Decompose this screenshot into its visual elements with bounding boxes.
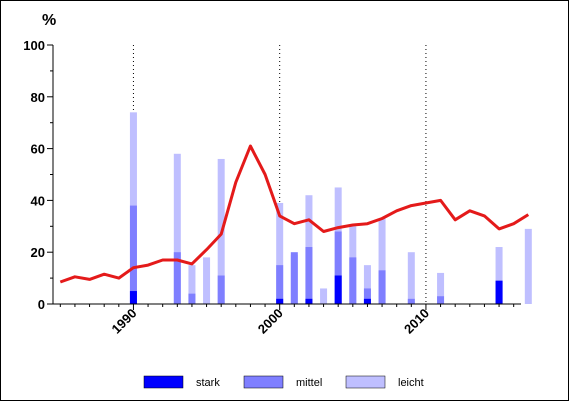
bar-mittel-2011 (437, 296, 445, 304)
x-tick-label-2010: 2010 (401, 306, 432, 337)
bar-leicht-2003 (320, 288, 328, 304)
bar-mittel-2005 (349, 257, 357, 304)
bar-stark-2000 (276, 298, 284, 304)
bar-mittel-2004 (334, 231, 342, 304)
y-tick-label-40: 40 (31, 193, 45, 208)
bar-mittel-1990 (129, 205, 137, 304)
legend-label-stark: stark (196, 377, 220, 389)
y-tick-label-60: 60 (31, 142, 45, 157)
x-tick-label-1990: 1990 (109, 306, 140, 337)
bar-leicht-2015 (495, 247, 503, 304)
bar-leicht-1995 (203, 257, 211, 304)
legend-swatch-stark (143, 375, 184, 389)
bar-mittel-2007 (378, 270, 386, 304)
red-line-series (59, 144, 530, 284)
bar-leicht-2000 (276, 202, 284, 304)
y-tick-label-100: 100 (23, 38, 45, 53)
bar-mittel-2001 (290, 252, 298, 304)
x-tick-label-2000: 2000 (255, 306, 286, 337)
bar-stark-2004 (334, 275, 342, 304)
bar-stark-2002 (305, 298, 313, 304)
bar-mittel-2002 (305, 247, 313, 304)
bar-mittel-2009 (407, 298, 415, 304)
bar-mittel-1994 (188, 293, 196, 304)
bar-leicht-1994 (188, 265, 196, 304)
bar-stark-2015 (495, 280, 503, 304)
bar-stark-1990 (129, 291, 137, 304)
line-layer (59, 144, 530, 284)
bar-leicht-2007 (378, 218, 386, 304)
axes-layer: 0 20 40 60 80 100 1990 2000 2010 (23, 38, 521, 337)
bar-mittel-2000 (276, 265, 284, 304)
bar-leicht-2006 (363, 265, 371, 304)
y-tick-label-0: 0 (38, 297, 45, 312)
bars-layer (129, 112, 532, 304)
bar-stark-2006 (363, 298, 371, 304)
legend-label-leicht: leicht (398, 377, 424, 389)
y-tick-label-80: 80 (31, 90, 45, 105)
y-tick-label-20: 20 (31, 245, 45, 260)
legend: stark mittel leicht (143, 375, 424, 389)
bar-mittel-1993 (173, 252, 181, 304)
legend-swatch-leicht (345, 375, 386, 389)
bar-leicht-2017 (524, 228, 532, 304)
bar-leicht-1993 (173, 153, 181, 304)
y-unit-label: % (42, 12, 56, 29)
bar-mittel-1996 (217, 275, 225, 304)
bar-mittel-2006 (363, 288, 371, 304)
bar-leicht-2011 (437, 272, 445, 304)
legend-swatch-mittel (243, 375, 284, 389)
bar-leicht-2009 (407, 252, 415, 304)
legend-label-mittel: mittel (296, 377, 322, 389)
